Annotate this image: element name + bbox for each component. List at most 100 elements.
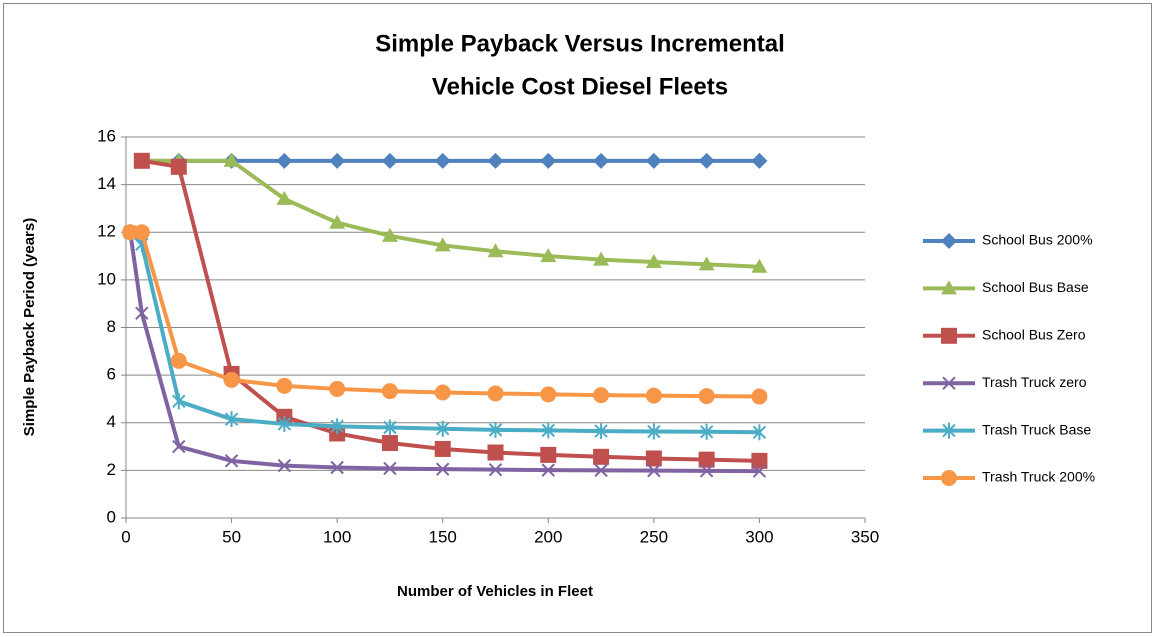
marker <box>645 450 662 467</box>
y-tick-label: 0 <box>107 507 116 526</box>
marker <box>170 352 187 369</box>
marker <box>133 152 150 169</box>
marker <box>172 439 186 454</box>
marker <box>487 385 504 402</box>
marker <box>752 464 767 478</box>
marker <box>329 152 346 169</box>
marker <box>645 254 662 269</box>
marker <box>276 152 293 169</box>
marker <box>698 388 715 405</box>
marker <box>593 387 610 404</box>
marker <box>698 256 715 271</box>
y-tick-label: 12 <box>97 222 116 241</box>
marker <box>698 451 715 468</box>
marker <box>540 152 557 169</box>
marker <box>593 448 610 465</box>
marker <box>434 237 451 252</box>
marker <box>383 461 397 476</box>
marker <box>223 371 240 388</box>
y-tick-label: 14 <box>97 174 116 193</box>
marker <box>699 423 714 440</box>
marker <box>594 463 608 478</box>
marker <box>540 386 557 403</box>
marker <box>122 224 139 241</box>
marker <box>540 446 557 463</box>
marker <box>383 419 397 436</box>
legend-label: Trash Truck 200% <box>982 469 1095 485</box>
marker <box>751 388 768 405</box>
marker <box>541 463 555 477</box>
marker <box>751 258 768 273</box>
marker <box>941 470 957 486</box>
marker <box>647 423 661 440</box>
x-tick-label: 250 <box>640 527 668 546</box>
marker <box>381 434 398 451</box>
marker <box>133 224 150 241</box>
x-tick-label: 350 <box>851 527 879 546</box>
chart-title: Simple Payback Versus Incremental <box>375 30 785 57</box>
x-tick-label: 300 <box>745 527 773 546</box>
y-tick-label: 10 <box>97 269 116 288</box>
y-axis-label: Simple Payback Period (years) <box>21 218 38 436</box>
marker <box>751 152 768 169</box>
y-tick-label: 8 <box>107 317 116 336</box>
marker <box>645 387 662 404</box>
marker <box>172 393 186 410</box>
marker <box>329 214 346 229</box>
marker <box>541 422 555 439</box>
marker <box>594 423 608 440</box>
x-tick-label: 200 <box>534 527 562 546</box>
series-line <box>128 230 760 435</box>
marker <box>223 152 240 167</box>
y-tick-label: 16 <box>97 126 116 145</box>
marker <box>276 377 293 394</box>
series-line <box>130 230 760 399</box>
marker <box>381 227 398 242</box>
marker <box>434 152 451 169</box>
marker <box>941 233 957 249</box>
x-axis-label: Number of Vehicles in Fleet <box>397 583 593 600</box>
x-tick-label: 0 <box>121 527 130 546</box>
x-tick-label: 50 <box>222 527 241 546</box>
marker <box>330 460 344 475</box>
chart-frame <box>3 3 1152 633</box>
marker <box>434 384 451 401</box>
marker <box>381 383 398 400</box>
legend-label: School Bus Base <box>982 279 1089 295</box>
marker <box>329 380 346 397</box>
marker <box>277 415 292 432</box>
marker <box>277 458 292 473</box>
marker <box>698 152 715 169</box>
marker <box>699 464 714 478</box>
y-tick-label: 2 <box>107 460 116 479</box>
marker <box>436 420 450 437</box>
legend-label: School Bus Zero <box>982 327 1086 343</box>
marker <box>170 158 187 175</box>
marker <box>381 152 398 169</box>
marker <box>540 248 557 263</box>
legend-label: School Bus 200% <box>982 232 1093 248</box>
marker <box>941 327 957 344</box>
marker <box>751 452 768 469</box>
marker <box>434 440 451 457</box>
marker <box>593 251 610 266</box>
marker <box>487 152 504 169</box>
marker <box>942 422 956 439</box>
marker <box>488 462 503 477</box>
marker <box>752 424 767 441</box>
marker <box>436 462 450 476</box>
marker <box>941 280 957 295</box>
legend-label: Trash Truck Base <box>982 421 1091 437</box>
marker <box>647 463 661 478</box>
marker <box>135 306 149 320</box>
marker <box>224 411 239 428</box>
marker <box>330 418 344 435</box>
series-line <box>128 231 760 474</box>
chart-title: Vehicle Cost Diesel Fleets <box>432 73 728 100</box>
marker <box>276 190 293 205</box>
marker <box>224 454 239 468</box>
y-tick-label: 4 <box>107 412 116 431</box>
marker <box>487 444 504 461</box>
x-tick-label: 150 <box>429 527 457 546</box>
